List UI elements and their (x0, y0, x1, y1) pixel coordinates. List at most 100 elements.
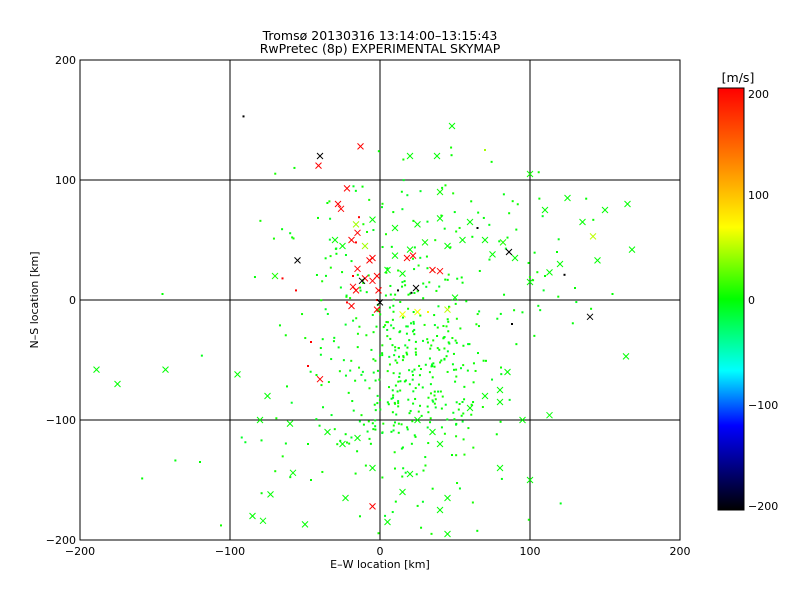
dot-marker (399, 380, 402, 383)
dot-marker (356, 332, 359, 335)
dot-marker (404, 284, 407, 287)
dot-marker (416, 290, 419, 293)
dot-marker (348, 442, 351, 445)
dot-marker (322, 406, 325, 409)
cross-marker (546, 269, 553, 276)
dot-marker (451, 337, 454, 340)
dot-marker (315, 273, 318, 276)
dot-marker (431, 376, 434, 379)
dot-marker (372, 358, 375, 361)
dot-marker (360, 373, 363, 376)
dot-marker (393, 401, 396, 404)
dot-marker (488, 223, 491, 226)
dot-marker (434, 398, 437, 401)
dot-marker (324, 308, 327, 311)
dot-marker (415, 473, 418, 476)
cross-marker (541, 206, 549, 214)
dot-marker (274, 470, 277, 473)
dot-marker (490, 160, 493, 163)
dot-marker (412, 402, 415, 405)
cross-marker (433, 152, 441, 160)
cross-marker (339, 440, 346, 448)
dot-marker (470, 413, 473, 416)
cross-marker (412, 284, 420, 292)
dot-marker (281, 277, 284, 280)
cross-marker (444, 530, 451, 538)
dot-marker (401, 475, 404, 478)
dot-marker (310, 479, 312, 481)
dot-marker (411, 330, 414, 333)
dot-marker (420, 526, 423, 529)
dot-marker (513, 309, 516, 312)
dot-marker (392, 310, 395, 313)
cross-marker (624, 200, 631, 208)
cross-marker (343, 185, 351, 192)
cross-marker (271, 272, 279, 280)
dot-marker (407, 293, 410, 296)
cross-marker (579, 218, 586, 226)
dot-marker (293, 166, 296, 169)
dot-marker (557, 238, 560, 241)
dot-marker (406, 325, 409, 328)
dot-marker (378, 378, 381, 381)
cross-marker (93, 366, 100, 373)
dot-marker (372, 331, 375, 334)
cross-marker (399, 311, 406, 318)
dot-marker (345, 441, 348, 444)
dot-marker (433, 314, 436, 317)
dot-marker (415, 353, 418, 356)
dot-marker (413, 368, 416, 371)
dot-marker (511, 323, 513, 325)
dot-marker (392, 327, 395, 330)
dot-marker (421, 500, 424, 503)
dot-marker (141, 477, 144, 480)
dot-marker (332, 340, 335, 343)
cross-marker (354, 229, 361, 237)
dot-marker (407, 398, 410, 401)
dot-marker (482, 359, 485, 362)
dot-marker (436, 347, 439, 350)
cross-marker (352, 221, 360, 228)
dot-marker (455, 401, 458, 404)
dot-marker (432, 400, 435, 403)
cross-marker (316, 152, 324, 160)
dot-marker (384, 233, 387, 236)
dot-marker (557, 295, 560, 298)
cross-marker (375, 287, 382, 294)
dot-marker (389, 293, 392, 296)
dot-marker (358, 515, 361, 518)
dot-marker (419, 190, 422, 193)
dot-marker (438, 348, 441, 351)
dot-marker (418, 364, 421, 367)
dot-marker (394, 359, 397, 362)
dot-marker (413, 328, 416, 331)
dot-marker (443, 336, 446, 339)
dot-marker (350, 260, 353, 263)
dot-marker (426, 405, 429, 408)
dot-marker (328, 200, 331, 203)
chart-title: Tromsø 20130316 13:14:00–13:15:43 (262, 28, 498, 43)
dot-marker (448, 342, 451, 345)
dot-marker (476, 529, 479, 532)
dot-marker (475, 323, 478, 326)
cross-marker (334, 200, 342, 208)
dot-marker (344, 323, 347, 326)
dot-marker (471, 501, 474, 504)
dot-marker (476, 227, 479, 229)
cross-marker (414, 416, 421, 424)
dot-marker (359, 286, 362, 289)
dot-marker (412, 311, 415, 314)
dot-marker (409, 292, 412, 295)
dot-marker (333, 336, 336, 339)
dot-marker (474, 369, 477, 372)
dot-marker (391, 389, 394, 392)
dot-marker (281, 455, 284, 458)
dot-marker (316, 216, 319, 219)
cross-marker (519, 416, 526, 424)
dot-marker (384, 514, 387, 517)
dot-marker (430, 532, 433, 535)
dot-marker (381, 352, 384, 355)
dot-marker (355, 317, 358, 320)
dot-marker (404, 344, 407, 347)
dot-marker (431, 399, 434, 402)
